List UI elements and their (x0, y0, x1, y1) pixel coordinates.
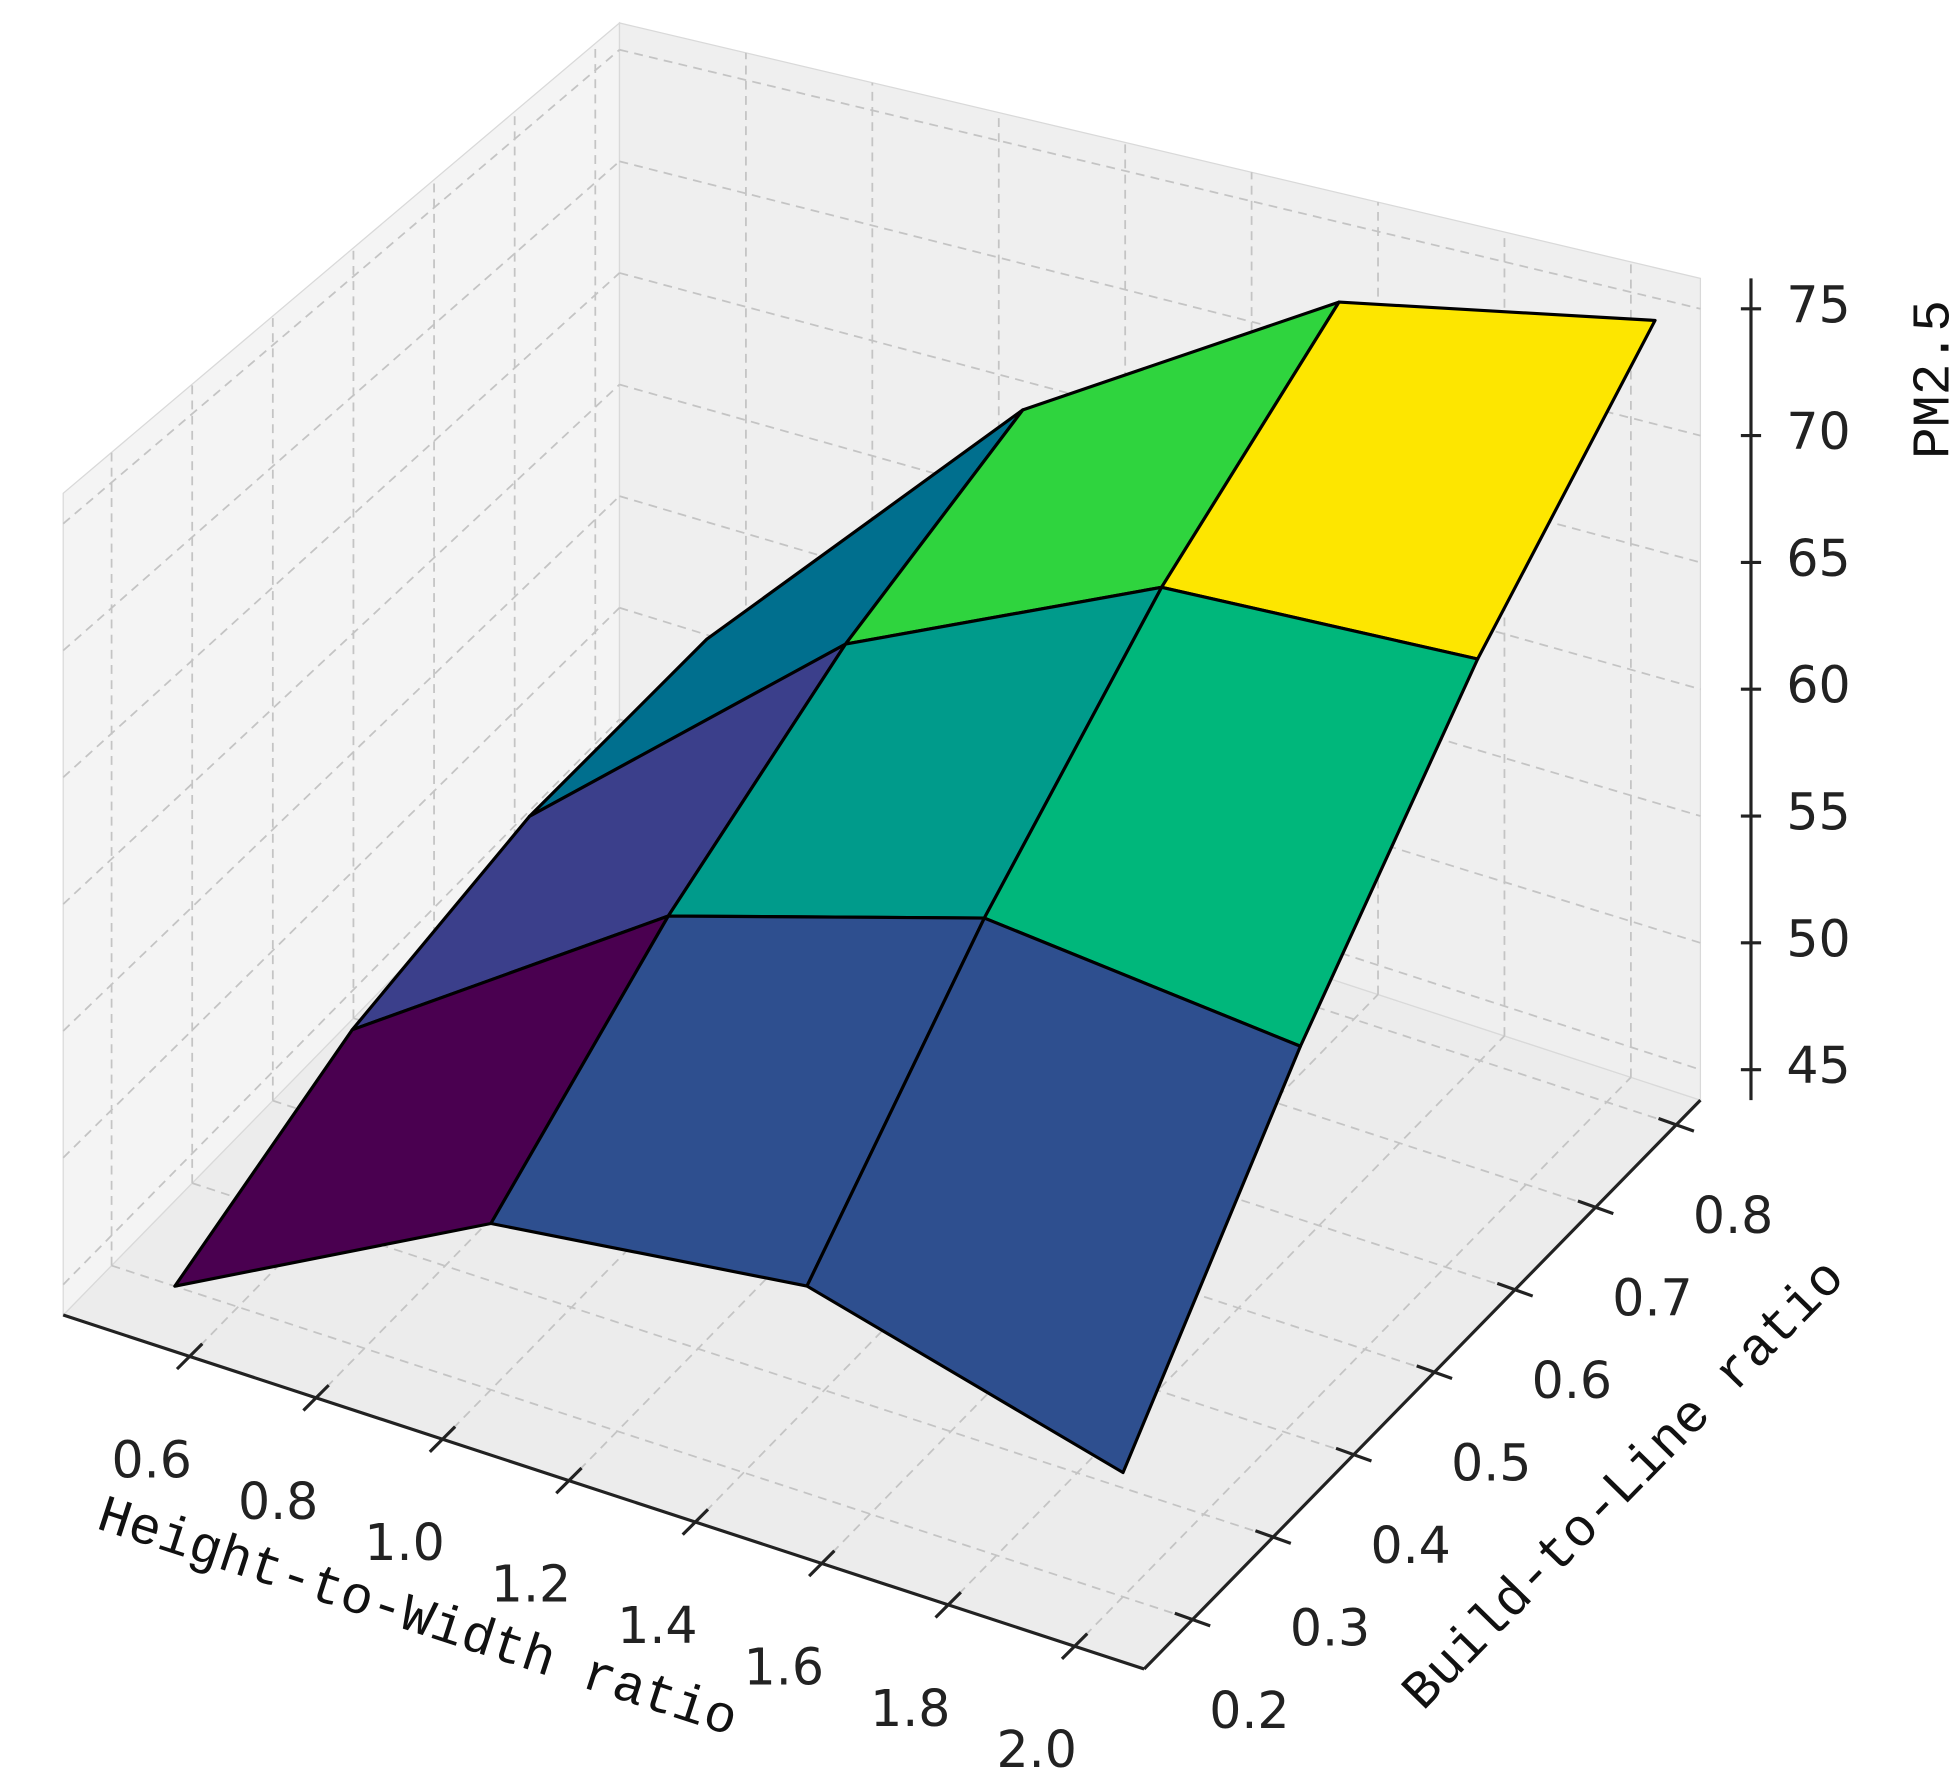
z-tick-label: 70 (1786, 402, 1850, 461)
z-tick-label: 50 (1786, 909, 1850, 968)
surface-face (805, 916, 1302, 1475)
x-tick-label: 1.8 (870, 1679, 950, 1738)
x-tick (934, 1591, 962, 1619)
y-tick (1577, 1199, 1614, 1216)
y-tick-label: 0.2 (1209, 1681, 1289, 1740)
x-tick (808, 1549, 836, 1578)
x-tick (428, 1425, 457, 1453)
axes (62, 278, 1762, 1671)
z-tick-label: 55 (1786, 783, 1850, 842)
grid-line (947, 1035, 1506, 1606)
x-tick-label: 1.0 (364, 1513, 444, 1572)
z-tick-label: 60 (1786, 656, 1850, 715)
grid-line (1073, 1076, 1632, 1647)
x-tick-label: 2.0 (996, 1720, 1076, 1779)
y-axis (1143, 1098, 1702, 1671)
x-tick-label: 1.6 (744, 1637, 824, 1696)
y-tick (1657, 1117, 1695, 1133)
grid-line (111, 1264, 1193, 1621)
z-axis-title: PM2.5 (1904, 300, 1952, 459)
x-tick-label: 1.4 (617, 1596, 697, 1655)
y-tick-label: 0.3 (1290, 1598, 1370, 1657)
x-axis (62, 1313, 1145, 1671)
z-tick-label: 65 (1786, 529, 1850, 588)
y-tick-label: 0.4 (1370, 1516, 1450, 1575)
x-tick-label: 1.2 (491, 1555, 571, 1614)
y-tick (1496, 1281, 1534, 1298)
y-tick (1254, 1529, 1292, 1545)
x-tick-label: 0.8 (238, 1472, 318, 1531)
x-tick (175, 1342, 204, 1371)
y-tick-label: 0.6 (1532, 1351, 1612, 1410)
y-tick (1174, 1611, 1211, 1628)
x-tick-label: 0.6 (112, 1430, 192, 1489)
surface (173, 300, 1657, 1475)
z-tick-label: 45 (1786, 1036, 1850, 1095)
grid-line (62, 49, 621, 525)
y-tick (1416, 1364, 1453, 1380)
grid-line (62, 495, 621, 1032)
y-tick (1335, 1446, 1372, 1463)
x-tick (555, 1466, 583, 1495)
x-tick (302, 1384, 330, 1412)
grid-line (619, 48, 1701, 310)
x-tick (681, 1508, 710, 1536)
grid-line (62, 383, 621, 905)
grid-line (62, 160, 621, 652)
x-tick (1060, 1632, 1089, 1661)
z-tick-label: 75 (1786, 275, 1850, 334)
y-tick-label: 0.8 (1693, 1186, 1773, 1245)
grid-line (62, 718, 621, 1286)
y-tick-label: 0.7 (1612, 1269, 1692, 1328)
grid-line (62, 272, 621, 778)
y-tick-label: 0.5 (1451, 1434, 1531, 1493)
